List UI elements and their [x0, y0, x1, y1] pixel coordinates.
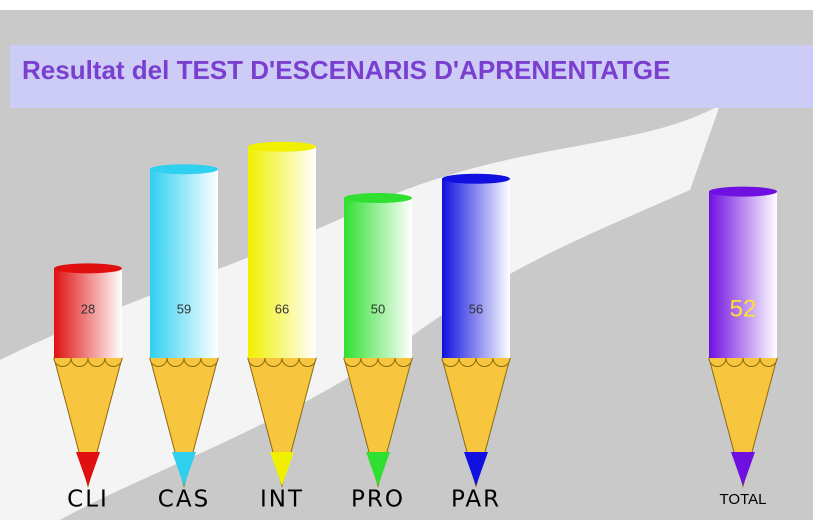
pencil-tip	[366, 452, 390, 486]
x-tick-label: CLI	[67, 487, 109, 513]
x-tick-label: PRO	[351, 487, 405, 513]
pencil-scallop	[708, 357, 778, 367]
pencil-scallop	[441, 357, 511, 367]
pencil-scallop	[343, 357, 413, 367]
pencil-scallop	[53, 357, 123, 367]
bar	[150, 169, 218, 358]
bar-cap	[150, 164, 218, 175]
pencil-tip	[172, 452, 196, 486]
x-tick-label: CAS	[158, 487, 210, 513]
value-label: 59	[177, 301, 191, 316]
pencil-scallop	[149, 357, 219, 367]
pencil-tip	[731, 452, 755, 486]
value-label: 66	[275, 301, 289, 316]
bar	[344, 198, 412, 358]
x-tick-label: TOTAL	[720, 491, 767, 508]
value-label: 56	[469, 301, 483, 316]
bar	[709, 191, 777, 358]
bar	[248, 146, 316, 358]
bar-cap	[344, 193, 412, 203]
bar-cap	[709, 186, 777, 197]
x-tick-label: INT	[260, 487, 304, 513]
bar-cap	[442, 173, 510, 184]
title-band	[10, 45, 813, 108]
bar	[54, 268, 122, 358]
bar-cap	[54, 263, 122, 274]
bar	[442, 178, 510, 358]
pencil-tip	[270, 452, 294, 486]
pencil-scallop	[247, 357, 317, 367]
pencil-tip	[464, 452, 488, 486]
x-tick-label: PAR	[451, 487, 501, 513]
pencil-tip	[76, 452, 100, 486]
value-label: 50	[371, 301, 385, 316]
chart-title: Resultat del TEST D'ESCENARIS D'APRENENT…	[22, 55, 670, 85]
value-label: 28	[81, 301, 95, 316]
value-label: 52	[730, 295, 757, 322]
bar-cap	[248, 141, 316, 152]
